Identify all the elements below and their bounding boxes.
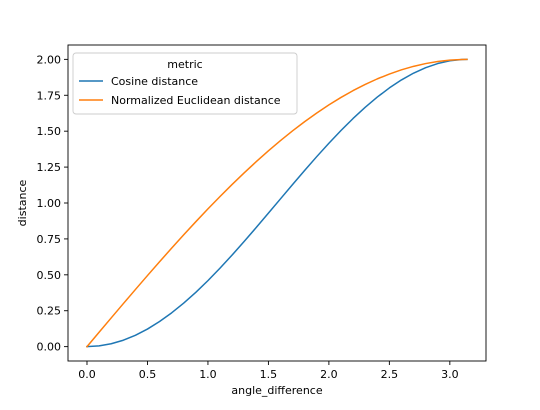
legend-items: Cosine distance Normalized Euclidean dist… xyxy=(79,75,281,107)
y-axis-label: distance xyxy=(16,179,29,226)
legend: metric Cosine distance Normalized Euclide… xyxy=(72,52,298,115)
y-tick-label: 0.00 xyxy=(37,341,62,354)
x-axis-label: angle_difference xyxy=(231,384,322,397)
x-tick-label: 3.0 xyxy=(441,368,459,381)
series-line-0 xyxy=(86,58,468,348)
series-layer xyxy=(85,58,468,348)
x-tick-label: 1.0 xyxy=(199,368,217,381)
y-tick-label: 0.25 xyxy=(37,305,62,318)
plot-frame xyxy=(67,44,487,362)
y-tick-label: 1.25 xyxy=(37,161,62,174)
x-tick-label: 0.5 xyxy=(139,368,157,381)
legend-label-0: Cosine distance xyxy=(111,75,198,88)
legend-label-1: Normalized Euclidean distance xyxy=(111,94,281,107)
series-line-1 xyxy=(85,58,468,348)
y-tick-label: 1.00 xyxy=(37,197,62,210)
y-tick-label: 1.75 xyxy=(37,89,62,102)
legend-title: metric xyxy=(167,58,202,71)
y-tick-label: 0.50 xyxy=(37,269,62,282)
x-tick-label: 1.5 xyxy=(260,368,278,381)
axes: 0.0 0.5 1.0 1.5 2.0 2.5 3.0 0.00 0.25 0.50 0.75 1.0… xyxy=(37,53,459,381)
y-tick-label: 0.75 xyxy=(37,233,62,246)
x-tick-label: 0.0 xyxy=(78,368,96,381)
x-tick-label: 2.0 xyxy=(320,368,338,381)
x-tick-label: 2.5 xyxy=(381,368,399,381)
y-tick-label: 1.50 xyxy=(37,125,62,138)
y-tick-label: 2.00 xyxy=(37,53,62,66)
legend-box xyxy=(72,52,298,115)
